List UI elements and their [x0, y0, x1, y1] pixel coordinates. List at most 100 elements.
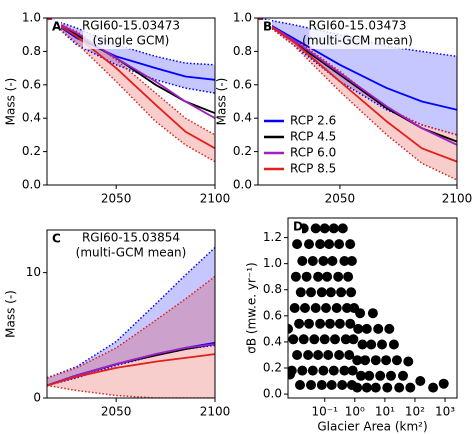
scatter-point: [306, 287, 316, 298]
scatter-point: [336, 287, 347, 298]
scatter-point: [309, 334, 320, 345]
scatter-point: [346, 256, 357, 266]
scatter-point: [323, 350, 334, 360]
series-line: [258, 18, 457, 111]
y-tick-label: 0.0: [263, 387, 282, 401]
y-tick-label: 0.6: [22, 77, 41, 91]
scatter-point: [313, 271, 324, 282]
scatter-point: [316, 287, 327, 298]
scatter-point: [339, 365, 350, 376]
series-line: [47, 18, 215, 150]
x-tick-label: 10⁰: [345, 405, 365, 419]
scatter-point: [301, 271, 312, 282]
y-tick-label: 0.2: [263, 361, 282, 375]
scatter-point: [334, 350, 345, 360]
plot-area: [47, 247, 215, 398]
legend-label: RCP 4.5: [290, 130, 336, 144]
title-box: [309, 19, 406, 49]
axes-frame: [287, 217, 458, 399]
scatter-point: [347, 365, 358, 376]
scatter-point: [288, 334, 299, 345]
scatter-point: [438, 378, 449, 389]
scatter-point: [377, 339, 387, 350]
series-line: [47, 353, 215, 387]
scatter-point: [394, 382, 405, 393]
scatter-point: [289, 303, 300, 313]
y-axis-label: Mass (-): [4, 290, 18, 338]
scatter-point: [334, 318, 345, 329]
scatter-point: [348, 334, 359, 345]
scatter-point: [370, 355, 381, 366]
scatter-point: [325, 318, 335, 329]
band-upper: [47, 247, 215, 379]
scatter-point: [298, 334, 309, 345]
scatter-point: [303, 350, 314, 360]
y-tick-label: 0.0: [22, 178, 41, 192]
x-tick-label: 10²: [405, 405, 425, 419]
scatter-point: [343, 271, 354, 282]
scatter-point: [364, 370, 375, 381]
scatter-point: [315, 318, 326, 329]
y-tick-label: 0.2: [233, 144, 252, 158]
scatter-point: [361, 323, 372, 334]
panel-label-box: [260, 20, 272, 34]
y-tick-label: 0.2: [22, 144, 41, 158]
panel-label-box: [290, 220, 302, 234]
panel-label-box: [49, 20, 61, 34]
axes-frame: [46, 17, 216, 186]
scatter-point: [388, 339, 399, 350]
series-line: [47, 18, 215, 119]
panel-subtitle: (multi-GCM mean): [302, 34, 413, 48]
panel-subtitle: (multi-GCM mean): [76, 246, 187, 260]
scatter-point: [345, 318, 356, 329]
scatter-point: [304, 318, 314, 329]
y-tick-label: 0.8: [22, 44, 41, 58]
y-axis-label: Mass (-): [4, 78, 18, 126]
scatter-point: [428, 382, 439, 393]
scatter-point: [337, 223, 348, 234]
scatter-point: [352, 355, 363, 366]
scatter-point: [344, 350, 355, 360]
scatter-point: [403, 356, 414, 367]
scatter-point: [327, 256, 338, 266]
scatter-point: [300, 303, 310, 313]
scatter-point: [316, 380, 327, 390]
panel-label: C: [52, 232, 61, 246]
panel-title: RGI60-15.03854: [82, 231, 180, 245]
y-tick-label: 0.4: [263, 334, 282, 348]
y-tick-label: 10: [26, 265, 41, 279]
scatter-point: [334, 239, 345, 250]
scatter-point: [288, 323, 293, 334]
y-tick-label: 0.6: [263, 308, 282, 322]
scatter-point: [386, 370, 396, 381]
y-tick-label: 0.4: [233, 111, 252, 125]
panel-title: RGI60-15.03473: [308, 19, 406, 33]
scatter-point: [356, 370, 366, 381]
scatter-point: [355, 308, 366, 319]
scatter-point: [292, 239, 303, 250]
legend-label: RCP 2.6: [290, 114, 336, 128]
scatter-point: [294, 318, 305, 329]
panel-label: A: [52, 20, 62, 34]
plot-area: [288, 223, 449, 393]
y-tick-label: 0.0: [233, 178, 252, 192]
x-tick-label: 10³: [435, 405, 455, 419]
uncertainty-band: [47, 18, 215, 162]
scatter-point: [384, 323, 395, 334]
scatter-point: [340, 334, 351, 345]
scatter-point: [292, 350, 303, 360]
y-tick-label: 1.0: [233, 11, 252, 25]
series-line: [258, 18, 457, 146]
scatter-point: [307, 256, 318, 266]
y-tick-label: 0.4: [22, 111, 41, 125]
axes-frame: [46, 229, 216, 399]
scatter-point: [331, 303, 342, 313]
x-tick-label: 10⁻¹: [312, 405, 339, 419]
y-tick-label: 0: [33, 391, 41, 405]
scatter-point: [307, 365, 318, 376]
band-lower: [47, 18, 215, 163]
axes-frame: [257, 17, 458, 186]
panel-label-box: [49, 232, 61, 246]
scatter-point: [381, 355, 392, 366]
scatter-point: [328, 223, 339, 234]
